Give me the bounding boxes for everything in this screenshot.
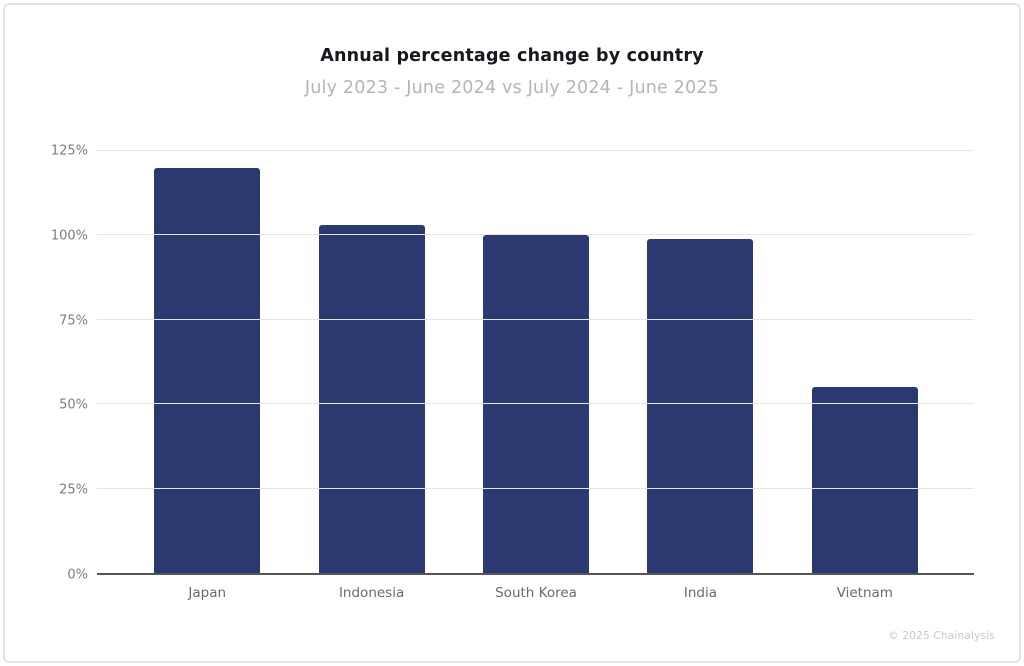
gridline-50 (97, 403, 974, 405)
y-tick-label-125: 125% (50, 143, 88, 159)
x-axis: Japan Indonesia South Korea India Vietnam (125, 584, 947, 602)
bar-vietnam (811, 387, 918, 573)
y-tick-label-100: 100% (50, 228, 88, 244)
bars-layer (125, 151, 947, 573)
bar-slot-vietnam (783, 151, 947, 573)
gridline-100 (97, 234, 974, 236)
chart-header: Annual percentage change by country July… (0, 44, 1024, 99)
bar-japan (154, 167, 261, 573)
gridline-75 (97, 318, 974, 320)
bar-south-korea (483, 235, 590, 573)
gridline-25 (97, 487, 974, 489)
plot-area (97, 150, 974, 575)
chart-subtitle: July 2023 - June 2024 vs July 2024 - Jun… (304, 78, 720, 98)
y-tick-label-25: 25% (59, 482, 88, 498)
bar-indonesia (318, 225, 425, 573)
bar-india (647, 238, 754, 573)
y-axis: 0% 25% 50% 75% 100% 125% (0, 145, 88, 582)
x-tick-label-japan: Japan (188, 585, 227, 601)
x-tick-label-vietnam: Vietnam (836, 585, 893, 601)
gridline-125 (97, 150, 974, 151)
bar-slot-japan (125, 151, 289, 573)
y-tick-label-0: 0% (67, 567, 88, 583)
bar-slot-indonesia (289, 151, 453, 573)
y-tick-label-75: 75% (59, 313, 88, 329)
bar-slot-india (618, 151, 782, 573)
x-tick-label-south-korea: South Korea (495, 585, 577, 601)
x-tick-label-indonesia: Indonesia (338, 585, 405, 601)
x-tick-label-india: India (683, 585, 717, 601)
copyright-credit: © 2025 Chainalysis (888, 630, 995, 642)
bar-slot-south-korea (454, 151, 618, 573)
chart-title: Annual percentage change by country (320, 46, 704, 66)
y-tick-label-50: 50% (59, 397, 88, 413)
